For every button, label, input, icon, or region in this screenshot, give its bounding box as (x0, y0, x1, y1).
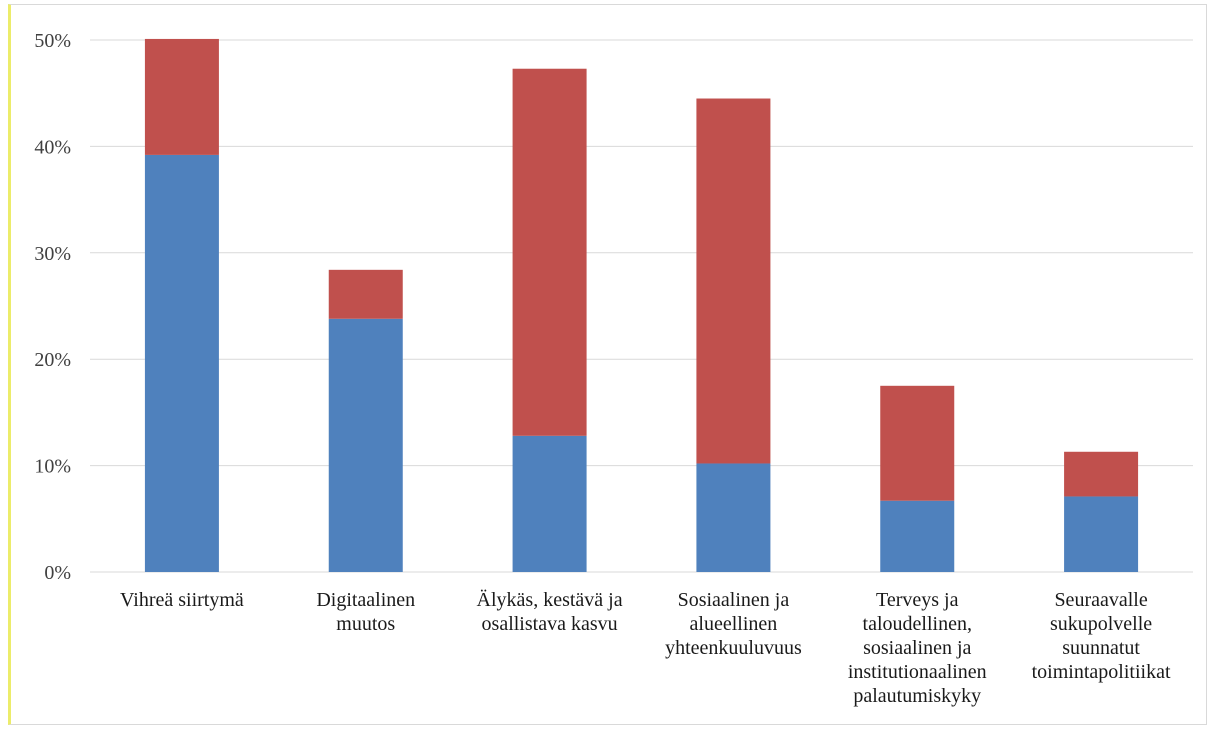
stacked-bar-chart: 0% 10% 20% 30% 40% 50% Vihreä siirtymä Digitaa… (34, 30, 1193, 707)
bar-segment-series-2 (512, 68, 587, 436)
x-axis-labels: Vihreä siirtymä Digitaalinen muutos Älykäs,… (120, 588, 1171, 707)
bar-segment-series-1 (1064, 496, 1139, 572)
x-category-label: Terveys ja taloudellinen, sosiaalinen ja in… (848, 589, 987, 707)
x-category-label: Seuraavalle sukupolvelle suunnatut toiminta… (1032, 589, 1171, 683)
y-axis-ticks: 0% 10% 20% 30% 40% 50% (34, 30, 71, 584)
bar-segment-series-2 (696, 98, 771, 464)
bar-segment-series-2 (1064, 451, 1139, 497)
bar-segment-series-1 (880, 500, 955, 572)
bar-segment-series-1 (328, 318, 403, 572)
y-tick-label: 50% (34, 30, 71, 52)
bar-segment-series-1 (696, 463, 771, 572)
gridlines (90, 39, 1193, 573)
y-tick-label: 30% (34, 243, 71, 265)
x-category-label: Digitaalinen muutos (316, 589, 415, 635)
y-tick-label: 10% (34, 456, 71, 478)
x-category-label: Sosiaalinen ja alueellinen yhteenkuuluvuus (665, 589, 802, 659)
bars (144, 38, 1139, 573)
y-tick-label: 20% (34, 349, 71, 371)
bar-segment-series-1 (512, 435, 587, 572)
chart-frame: 0% 10% 20% 30% 40% 50% Vihreä siirtymä Digitaa… (8, 4, 1207, 725)
bar-segment-series-2 (880, 385, 955, 501)
y-tick-label: 40% (34, 136, 71, 158)
bar-segment-series-2 (144, 38, 219, 155)
y-tick-label: 0% (44, 562, 71, 584)
bar-segment-series-2 (328, 269, 403, 319)
bar-segment-series-1 (144, 154, 219, 573)
x-category-label: Älykäs, kestävä ja osallistava kasvu (477, 588, 623, 635)
x-category-label: Vihreä siirtymä (120, 589, 244, 611)
